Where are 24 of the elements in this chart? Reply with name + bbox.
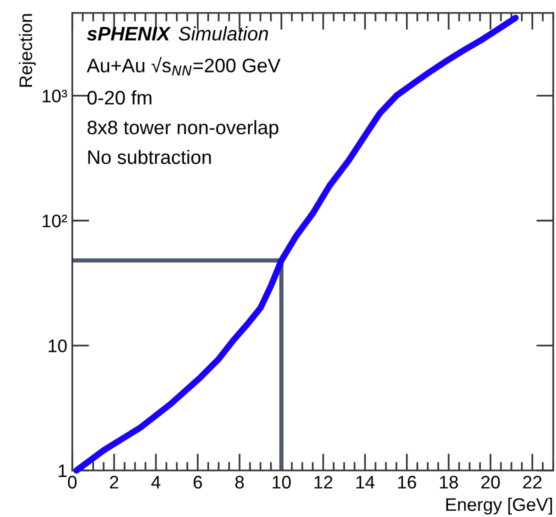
- x-tick-label: 0: [68, 476, 77, 489]
- y-tick-label: 10³: [42, 90, 68, 102]
- y-tick-label: 10: [48, 339, 67, 352]
- x-axis-title: Energy [GeV]: [446, 498, 552, 515]
- x-tick-label: 16: [398, 476, 416, 489]
- x-tick-label: 6: [194, 476, 202, 489]
- x-tick-label: 18: [440, 476, 458, 489]
- annotation: 8x8 tower non-overlap: [88, 120, 278, 138]
- x-tick-label: 14: [356, 476, 375, 488]
- y-axis-title: Rejection: [18, 14, 36, 87]
- x-tick-label: 22: [523, 476, 542, 488]
- y-tick-label: 10²: [42, 214, 68, 228]
- annotation: Au+Au √s$_{NN}$=200 GeV: [86, 56, 281, 76]
- x-tick-label: 8: [235, 476, 244, 489]
- x-tick-label: 4: [151, 476, 160, 488]
- x-tick-label: 10: [272, 476, 291, 489]
- annotation: 0-20 fm: [87, 90, 152, 105]
- annotation: sPHENIX: [86, 27, 171, 41]
- annotation: Simulation: [178, 26, 268, 41]
- annotation: No subtraction: [88, 150, 211, 164]
- x-tick-label: 12: [314, 476, 332, 488]
- x-tick-label: 20: [481, 476, 500, 489]
- y-tick-label: 1: [58, 464, 67, 478]
- x-tick-label: 2: [110, 476, 118, 488]
